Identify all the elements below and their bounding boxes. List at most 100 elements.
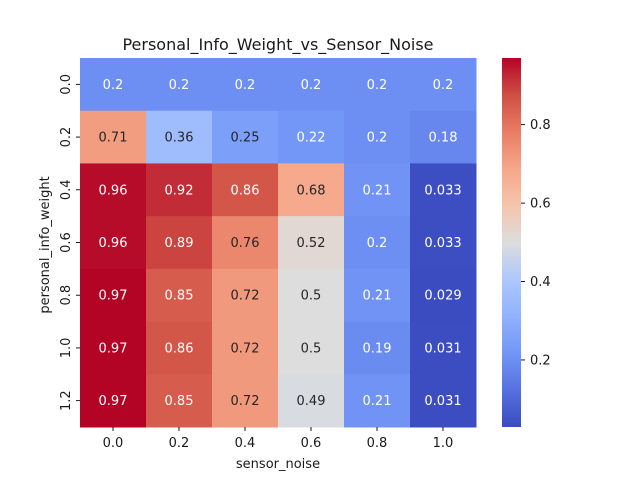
y-tick-label: 0.4 <box>59 179 74 200</box>
heatmap-cells <box>80 58 477 428</box>
heatmap-cell <box>410 110 477 164</box>
heatmap-cell <box>80 374 147 428</box>
heatmap-cell <box>344 110 411 164</box>
y-axis-ticks: 0.0 0.2 0.4 0.6 0.8 1.0 1.2 <box>59 74 80 411</box>
cell-value-label: 0.96 <box>99 236 128 251</box>
heatmap-cell <box>344 321 411 375</box>
cell-value-label: 0.2 <box>235 78 256 93</box>
heatmap-cell <box>278 321 345 375</box>
y-tick-label: 0.6 <box>59 232 74 253</box>
heatmap-cell <box>212 321 279 375</box>
cell-value-label: 0.97 <box>99 289 128 304</box>
cell-value-label: 0.21 <box>363 394 392 409</box>
heatmap-cell <box>278 58 345 112</box>
cell-value-label: 0.89 <box>165 236 194 251</box>
cell-value-label: 0.52 <box>297 236 326 251</box>
colorbar-ticks: 0.2 0.4 0.6 0.8 <box>521 118 551 368</box>
cell-value-label: 0.72 <box>231 289 260 304</box>
cell-value-label: 0.49 <box>297 394 326 409</box>
heatmap-cell <box>212 110 279 164</box>
heatmap-cell <box>344 216 411 270</box>
cell-value-label: 0.22 <box>297 131 326 146</box>
x-tick-label: 0.8 <box>367 436 388 451</box>
x-tick-label: 0.4 <box>235 436 256 451</box>
cell-value-label: 0.5 <box>301 341 322 356</box>
colorbar <box>502 58 521 427</box>
y-axis-label: personal_info_weight <box>38 176 53 313</box>
heatmap-cell <box>278 216 345 270</box>
heatmap-cell <box>212 216 279 270</box>
x-tick-label: 0.0 <box>103 436 124 451</box>
heatmap-cell <box>212 58 279 112</box>
cell-value-label: 0.72 <box>231 394 260 409</box>
heatmap-cell <box>344 58 411 112</box>
cell-value-label: 0.031 <box>424 394 461 409</box>
heatmap-cell-labels: 0.2 0.2 0.2 0.2 0.2 0.2 0.71 0.36 0.25 0.22 0.2 0.1… <box>99 78 462 409</box>
heatmap-cell <box>344 163 411 217</box>
cell-value-label: 0.2 <box>367 78 388 93</box>
cell-value-label: 0.2 <box>367 131 388 146</box>
x-axis-label: sensor_noise <box>236 457 320 472</box>
heatmap-cell <box>146 321 213 375</box>
cell-value-label: 0.85 <box>165 394 194 409</box>
cell-value-label: 0.97 <box>99 394 128 409</box>
heatmap-cell <box>344 268 411 323</box>
cell-value-label: 0.97 <box>99 341 128 356</box>
heatmap-cell <box>146 110 213 164</box>
cell-value-label: 0.71 <box>99 131 128 146</box>
cell-value-label: 0.72 <box>231 341 260 356</box>
y-tick-label: 0.2 <box>59 127 74 148</box>
heatmap-cell <box>146 374 213 428</box>
heatmap-cell <box>410 58 477 112</box>
heatmap-cell <box>80 216 147 270</box>
heatmap-cell <box>80 268 147 323</box>
colorbar-tick-label: 0.4 <box>530 275 551 290</box>
cell-value-label: 0.2 <box>169 78 190 93</box>
cell-value-label: 0.5 <box>301 289 322 304</box>
chart-title: Personal_Info_Weight_vs_Sensor_Noise <box>122 35 433 55</box>
cell-value-label: 0.19 <box>363 341 392 356</box>
heatmap-cell <box>410 374 477 428</box>
colorbar-tick-label: 0.2 <box>530 353 551 368</box>
heatmap-cell <box>212 268 279 323</box>
heatmap-cell <box>146 58 213 112</box>
cell-value-label: 0.2 <box>433 78 454 93</box>
cell-value-label: 0.2 <box>103 78 124 93</box>
heatmap-cell <box>278 374 345 428</box>
cell-value-label: 0.031 <box>424 341 461 356</box>
cell-value-label: 0.033 <box>424 183 461 198</box>
heatmap-cell <box>146 268 213 323</box>
colorbar-tick-label: 0.8 <box>530 118 551 133</box>
cell-value-label: 0.25 <box>231 131 260 146</box>
cell-value-label: 0.76 <box>231 236 260 251</box>
cell-value-label: 0.029 <box>424 289 461 304</box>
x-tick-label: 0.2 <box>169 436 190 451</box>
x-axis-ticks: 0.0 0.2 0.4 0.6 0.8 1.0 <box>103 427 453 451</box>
cell-value-label: 0.21 <box>363 289 392 304</box>
cell-value-label: 0.85 <box>165 289 194 304</box>
heatmap-cell <box>212 163 279 217</box>
y-tick-label: 1.0 <box>59 338 74 359</box>
cell-value-label: 0.2 <box>367 236 388 251</box>
heatmap-cell <box>278 163 345 217</box>
cell-value-label: 0.033 <box>424 236 461 251</box>
cell-value-label: 0.68 <box>297 183 326 198</box>
heatmap-cell <box>146 163 213 217</box>
heatmap-cell <box>278 268 345 323</box>
y-tick-label: 0.8 <box>59 285 74 306</box>
heatmap-cell <box>278 110 345 164</box>
heatmap-cell <box>410 321 477 375</box>
heatmap-cell <box>410 163 477 217</box>
x-tick-label: 0.6 <box>301 436 322 451</box>
cell-value-label: 0.96 <box>99 183 128 198</box>
heatmap-cell <box>80 58 147 112</box>
colorbar-tick-label: 0.6 <box>530 197 551 212</box>
cell-value-label: 0.92 <box>165 183 194 198</box>
cell-value-label: 0.36 <box>165 131 194 146</box>
heatmap-cell <box>212 374 279 428</box>
cell-value-label: 0.18 <box>429 131 458 146</box>
heatmap-cell <box>410 216 477 270</box>
heatmap-cell <box>410 268 477 323</box>
